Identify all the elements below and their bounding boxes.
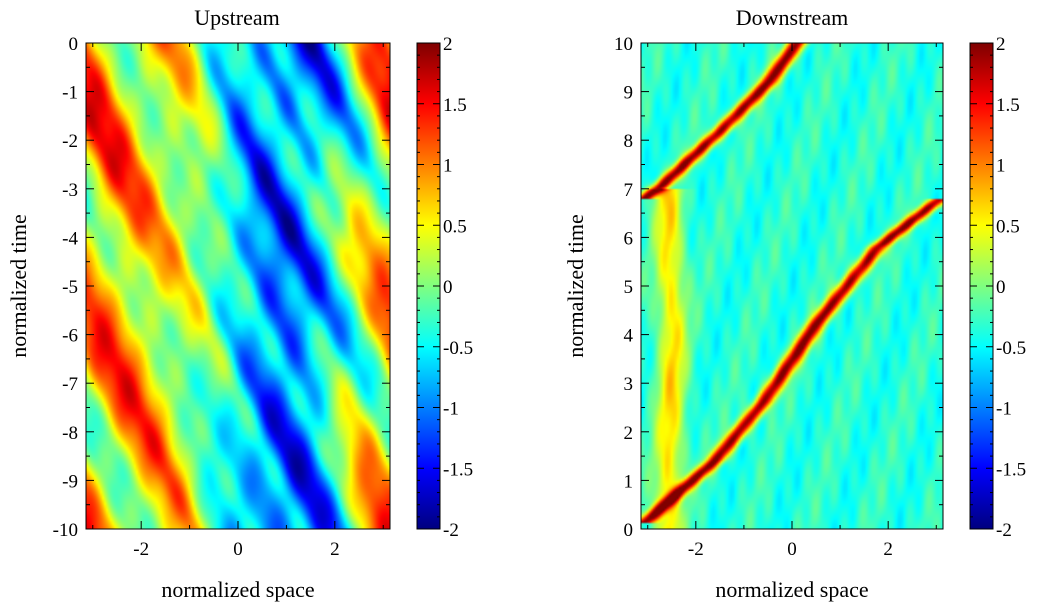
downstream-y-tick-label: 10 (614, 34, 633, 55)
downstream-y-tick-label: 9 (624, 83, 634, 104)
downstream-y-tick-label: 8 (624, 131, 634, 152)
downstream-colorbar-tick-label: 0 (996, 277, 1006, 298)
downstream-y-tick-label: 3 (624, 374, 634, 395)
upstream-y-tick-label: -7 (62, 374, 78, 395)
downstream-heatmap (641, 43, 943, 529)
upstream-y-tick-label: -2 (62, 131, 78, 152)
upstream-colorbar-tick-label: -2 (443, 520, 459, 541)
upstream-y-tick-label: -3 (62, 180, 78, 201)
upstream-y-tick-label: 0 (69, 34, 79, 55)
downstream-y-axis-label: normalized time (563, 214, 588, 358)
downstream-colorbar-tick-label: 0.5 (996, 216, 1020, 237)
downstream-y-tick-label: 1 (624, 471, 634, 492)
upstream-colorbar-tick-label: 1.5 (443, 95, 467, 116)
downstream-colorbar-tick-label: 1 (996, 156, 1006, 177)
upstream-x-tick-label: 2 (330, 539, 340, 560)
downstream-colorbar-tick-label: -0.5 (996, 338, 1026, 359)
downstream-x-tick-label: -2 (688, 539, 704, 560)
downstream-title: Downstream (736, 5, 848, 30)
downstream-colorbar-tick-label: -1 (996, 399, 1012, 420)
downstream-colorbar-tick-label: -2 (996, 520, 1012, 541)
upstream-colorbar-tick-label: -1.5 (443, 459, 473, 480)
upstream-colorbar-tick-label: 0.5 (443, 216, 467, 237)
upstream-axes: -2 0 2 0 -1 -2 -3 -4 -5 -6 -7 -8 -9 -10 (53, 34, 390, 560)
downstream-colorbar-tick-label: 2 (996, 34, 1006, 55)
upstream-chart: Upstream -2 0 20-1-2-3-4-5-6-7-8-9-10 norm… (6, 5, 473, 602)
upstream-y-tick-label: -5 (62, 277, 78, 298)
upstream-y-tick-label: -9 (62, 471, 78, 492)
upstream-y-tick-label: -10 (53, 520, 78, 541)
upstream-x-tick-label: 0 (233, 539, 243, 560)
upstream-y-tick-label: -4 (62, 228, 78, 249)
downstream-y-tick-label: 4 (624, 326, 634, 347)
upstream-colorbar-tick-label: -0.5 (443, 338, 473, 359)
upstream-y-axis-label: normalized time (6, 214, 31, 358)
upstream-colorbar-tick-label: 0 (443, 277, 453, 298)
upstream-title: Upstream (194, 5, 280, 30)
downstream-colorbar-tick-label: -1.5 (996, 459, 1026, 480)
downstream-x-tick-label: 2 (883, 539, 893, 560)
downstream-x-axis-label: normalized space (715, 577, 868, 602)
upstream-x-axis-label: normalized space (161, 577, 314, 602)
upstream-colorbar-axis: 2 1.5 1 0.5 0 -0.5 -1 -1.5 -2 (417, 34, 473, 541)
upstream-heatmap (86, 43, 390, 529)
upstream-x-tick-label: -2 (133, 539, 149, 560)
downstream-y-tick-label: 7 (624, 180, 634, 201)
downstream-y-tick-label: 6 (624, 228, 634, 249)
downstream-x-tick-label: 0 (787, 539, 797, 560)
downstream-colorbar-axis: 2 1.5 1 0.5 0 -0.5 -1 -1.5 -2 (970, 34, 1026, 541)
upstream-colorbar-tick-label: -1 (443, 399, 459, 420)
upstream-colorbar-tick-label: 2 (443, 34, 453, 55)
upstream-y-tick-label: -6 (62, 326, 78, 347)
upstream-y-tick-label: -1 (62, 83, 78, 104)
downstream-colorbar-tick-label: 1.5 (996, 95, 1020, 116)
downstream-y-tick-label: 2 (624, 423, 634, 444)
downstream-y-tick-label: 0 (624, 520, 634, 541)
downstream-y-tick-label: 5 (624, 277, 634, 298)
upstream-y-tick-label: -8 (62, 423, 78, 444)
upstream-colorbar-tick-label: 1 (443, 156, 453, 177)
